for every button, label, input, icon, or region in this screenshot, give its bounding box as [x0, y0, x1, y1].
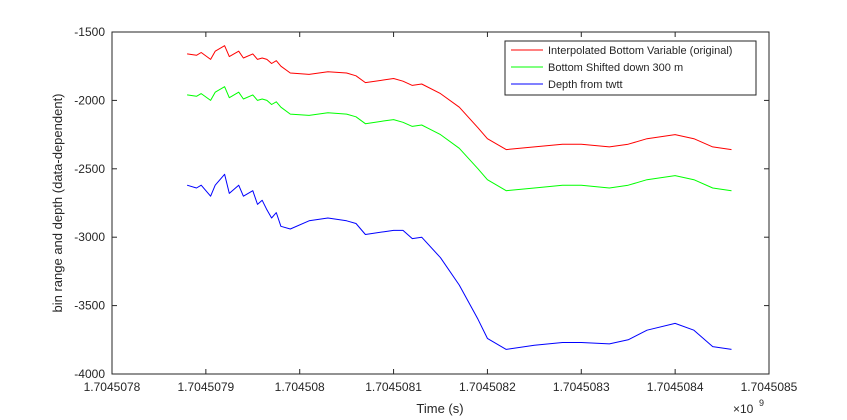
x-tick-label: 1.7045079 — [177, 380, 234, 394]
legend-label-3: Depth from twtt — [548, 79, 623, 91]
x-axis-exponent: ×10 9 — [733, 398, 764, 416]
x-tick-label: 1.7045082 — [459, 380, 516, 394]
legend-box — [504, 40, 757, 96]
legend-label-2: Bottom Shifted down 300 m — [548, 62, 683, 74]
legend: Interpolated Bottom Variable (original) B… — [504, 40, 757, 96]
x-tick-label: 1.7045083 — [553, 380, 610, 394]
y-axis-ticks: -4000 -3500 -3000 -2500 -2000 -1500 — [74, 25, 769, 381]
series-line-1 — [187, 45, 732, 151]
x-axis-ticks: 1.7045078 1.7045079 1.704508 1.7045081 1.704… — [84, 32, 798, 394]
x-exponent-base: ×10 — [733, 402, 754, 416]
y-tick-label: -3500 — [74, 299, 105, 313]
series-layer — [186, 45, 732, 350]
x-axis-label: Time (s) — [416, 401, 463, 416]
x-tick-label: 1.7045081 — [365, 380, 422, 394]
series-line-3 — [186, 173, 732, 350]
y-axis-label: bin range and depth (data-dependent) — [50, 93, 65, 312]
y-tick-label: -2000 — [74, 93, 105, 107]
y-tick-label: -3000 — [74, 230, 105, 244]
legend-label-1: Interpolated Bottom Variable (original) — [548, 45, 732, 57]
x-tick-label: 1.704508 — [275, 380, 325, 394]
x-tick-label: 1.7045078 — [84, 380, 141, 394]
y-tick-label: -2500 — [74, 162, 105, 176]
y-tick-label: -1500 — [74, 25, 105, 39]
y-tick-label: -4000 — [74, 367, 105, 381]
x-tick-label: 1.7045084 — [647, 380, 704, 394]
x-exponent-power: 9 — [759, 398, 764, 408]
series-line-2 — [187, 86, 732, 192]
x-tick-label: 1.7045085 — [741, 380, 798, 394]
